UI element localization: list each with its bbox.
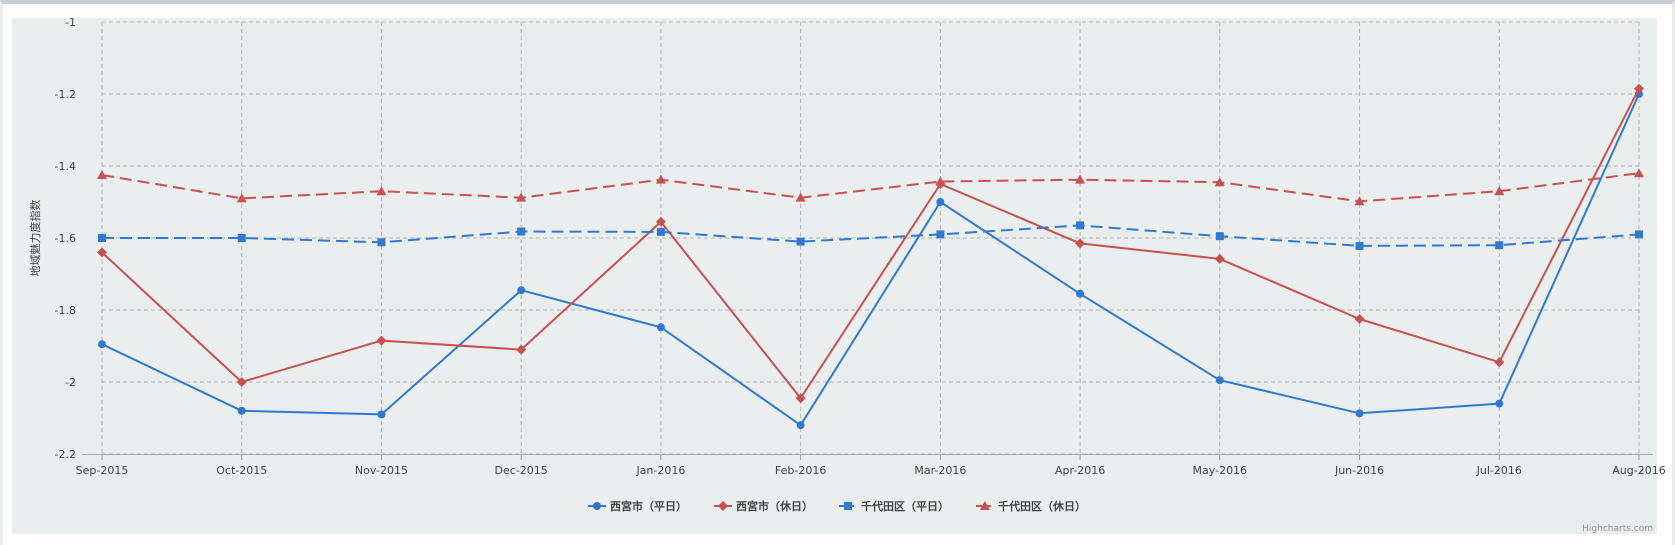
series-1-point[interactable] bbox=[796, 421, 805, 430]
x-tick-label: Aug-2016 bbox=[1612, 464, 1665, 477]
x-tick-label: Jul-2016 bbox=[1476, 464, 1522, 477]
series-3-point[interactable] bbox=[377, 238, 386, 247]
series-2-point[interactable] bbox=[97, 247, 107, 258]
series-4-point[interactable] bbox=[655, 174, 666, 184]
legend-label-2[interactable]: 西宮市（休日） bbox=[736, 499, 813, 513]
series-line-2[interactable] bbox=[101, 88, 1640, 400]
x-tick-label: May-2016 bbox=[1193, 464, 1248, 477]
series-2-point[interactable] bbox=[1354, 314, 1365, 324]
credit-link[interactable]: Highcharts.com bbox=[1582, 524, 1653, 534]
series-4-point[interactable] bbox=[1634, 168, 1644, 178]
series-4-point[interactable] bbox=[516, 192, 527, 202]
series-line-4[interactable] bbox=[101, 172, 1640, 203]
x-tick-label: Oct-2015 bbox=[216, 464, 267, 477]
series-2-point[interactable] bbox=[1214, 253, 1225, 264]
y-tick-label: -1.8 bbox=[55, 304, 76, 317]
series-2-point[interactable] bbox=[376, 335, 387, 346]
legend-symbol-1[interactable] bbox=[593, 502, 601, 510]
y-tick-label: -1.4 bbox=[55, 160, 76, 173]
series-line-1[interactable] bbox=[101, 93, 1640, 427]
series-4-point[interactable] bbox=[795, 192, 806, 202]
series-3-point[interactable] bbox=[936, 230, 945, 239]
series-3-point[interactable] bbox=[1355, 241, 1364, 250]
series-1-point[interactable] bbox=[656, 323, 665, 332]
legend-label-4[interactable]: 千代田区（休日） bbox=[998, 499, 1086, 513]
x-tick-label: Mar-2016 bbox=[914, 464, 966, 477]
series-4-point[interactable] bbox=[1494, 186, 1505, 196]
x-tick-label: Dec-2015 bbox=[495, 464, 548, 477]
series-1-point[interactable] bbox=[98, 340, 106, 349]
legend-symbol-2[interactable] bbox=[718, 501, 728, 511]
series-1-point[interactable] bbox=[237, 406, 246, 415]
series-2-point[interactable] bbox=[236, 377, 247, 387]
series-3-point[interactable] bbox=[98, 234, 106, 242]
series-1-point[interactable] bbox=[1076, 289, 1085, 298]
series-2-point[interactable] bbox=[655, 216, 666, 227]
series-4-point[interactable] bbox=[935, 176, 946, 186]
y-tick-label: -1.2 bbox=[55, 88, 76, 101]
series-1-point[interactable] bbox=[377, 410, 386, 419]
series-3-point[interactable] bbox=[1076, 221, 1085, 230]
x-tick-label: Apr-2016 bbox=[1055, 464, 1105, 477]
series-1-point[interactable] bbox=[517, 286, 526, 295]
x-tick-label: Jun-2016 bbox=[1334, 464, 1384, 477]
series-4-point[interactable] bbox=[1354, 196, 1365, 206]
legend-label-3[interactable]: 千代田区（平日） bbox=[861, 499, 949, 513]
x-tick-label: Jan-2016 bbox=[635, 464, 685, 477]
legend-label-1[interactable]: 西宮市（平日） bbox=[610, 499, 687, 513]
series-2-point[interactable] bbox=[1634, 83, 1644, 94]
x-tick-label: Sep-2015 bbox=[76, 464, 129, 477]
series-4-point[interactable] bbox=[1214, 177, 1225, 187]
series-3-point[interactable] bbox=[1635, 230, 1643, 239]
series-1-point[interactable] bbox=[1215, 376, 1224, 385]
series-3-point[interactable] bbox=[1215, 232, 1224, 241]
series-3-point[interactable] bbox=[237, 234, 246, 242]
series-4-point[interactable] bbox=[97, 170, 107, 179]
x-tick-label: Nov-2015 bbox=[355, 464, 408, 477]
series-4-point[interactable] bbox=[236, 193, 247, 203]
series-3-point[interactable] bbox=[1495, 241, 1504, 250]
plot-background bbox=[12, 18, 1657, 534]
series-3-point[interactable] bbox=[517, 227, 526, 236]
x-tick-label: Feb-2016 bbox=[775, 464, 826, 477]
series-2-point[interactable] bbox=[1494, 357, 1505, 368]
series-1-point[interactable] bbox=[1355, 409, 1364, 418]
series-4-point[interactable] bbox=[376, 186, 387, 196]
series-3-point[interactable] bbox=[796, 237, 805, 246]
series-2-point[interactable] bbox=[516, 344, 527, 355]
series-line-3[interactable] bbox=[102, 224, 1640, 247]
y-tick-label: -2 bbox=[65, 376, 76, 389]
series-2-point[interactable] bbox=[1075, 238, 1086, 249]
series-1-point[interactable] bbox=[936, 198, 945, 206]
series-2-point[interactable] bbox=[795, 393, 806, 404]
legend-symbol-4[interactable] bbox=[980, 501, 990, 510]
series-1-point[interactable] bbox=[1495, 399, 1504, 408]
y-tick-label: -1 bbox=[65, 16, 76, 29]
y-axis-title: 地域魅力度指数 bbox=[28, 200, 42, 277]
series-4-point[interactable] bbox=[1075, 174, 1086, 184]
legend-symbol-3[interactable] bbox=[844, 502, 852, 510]
y-tick-label: -1.6 bbox=[55, 232, 76, 245]
y-tick-label: -2.2 bbox=[55, 448, 76, 461]
series-3-point[interactable] bbox=[656, 227, 665, 236]
